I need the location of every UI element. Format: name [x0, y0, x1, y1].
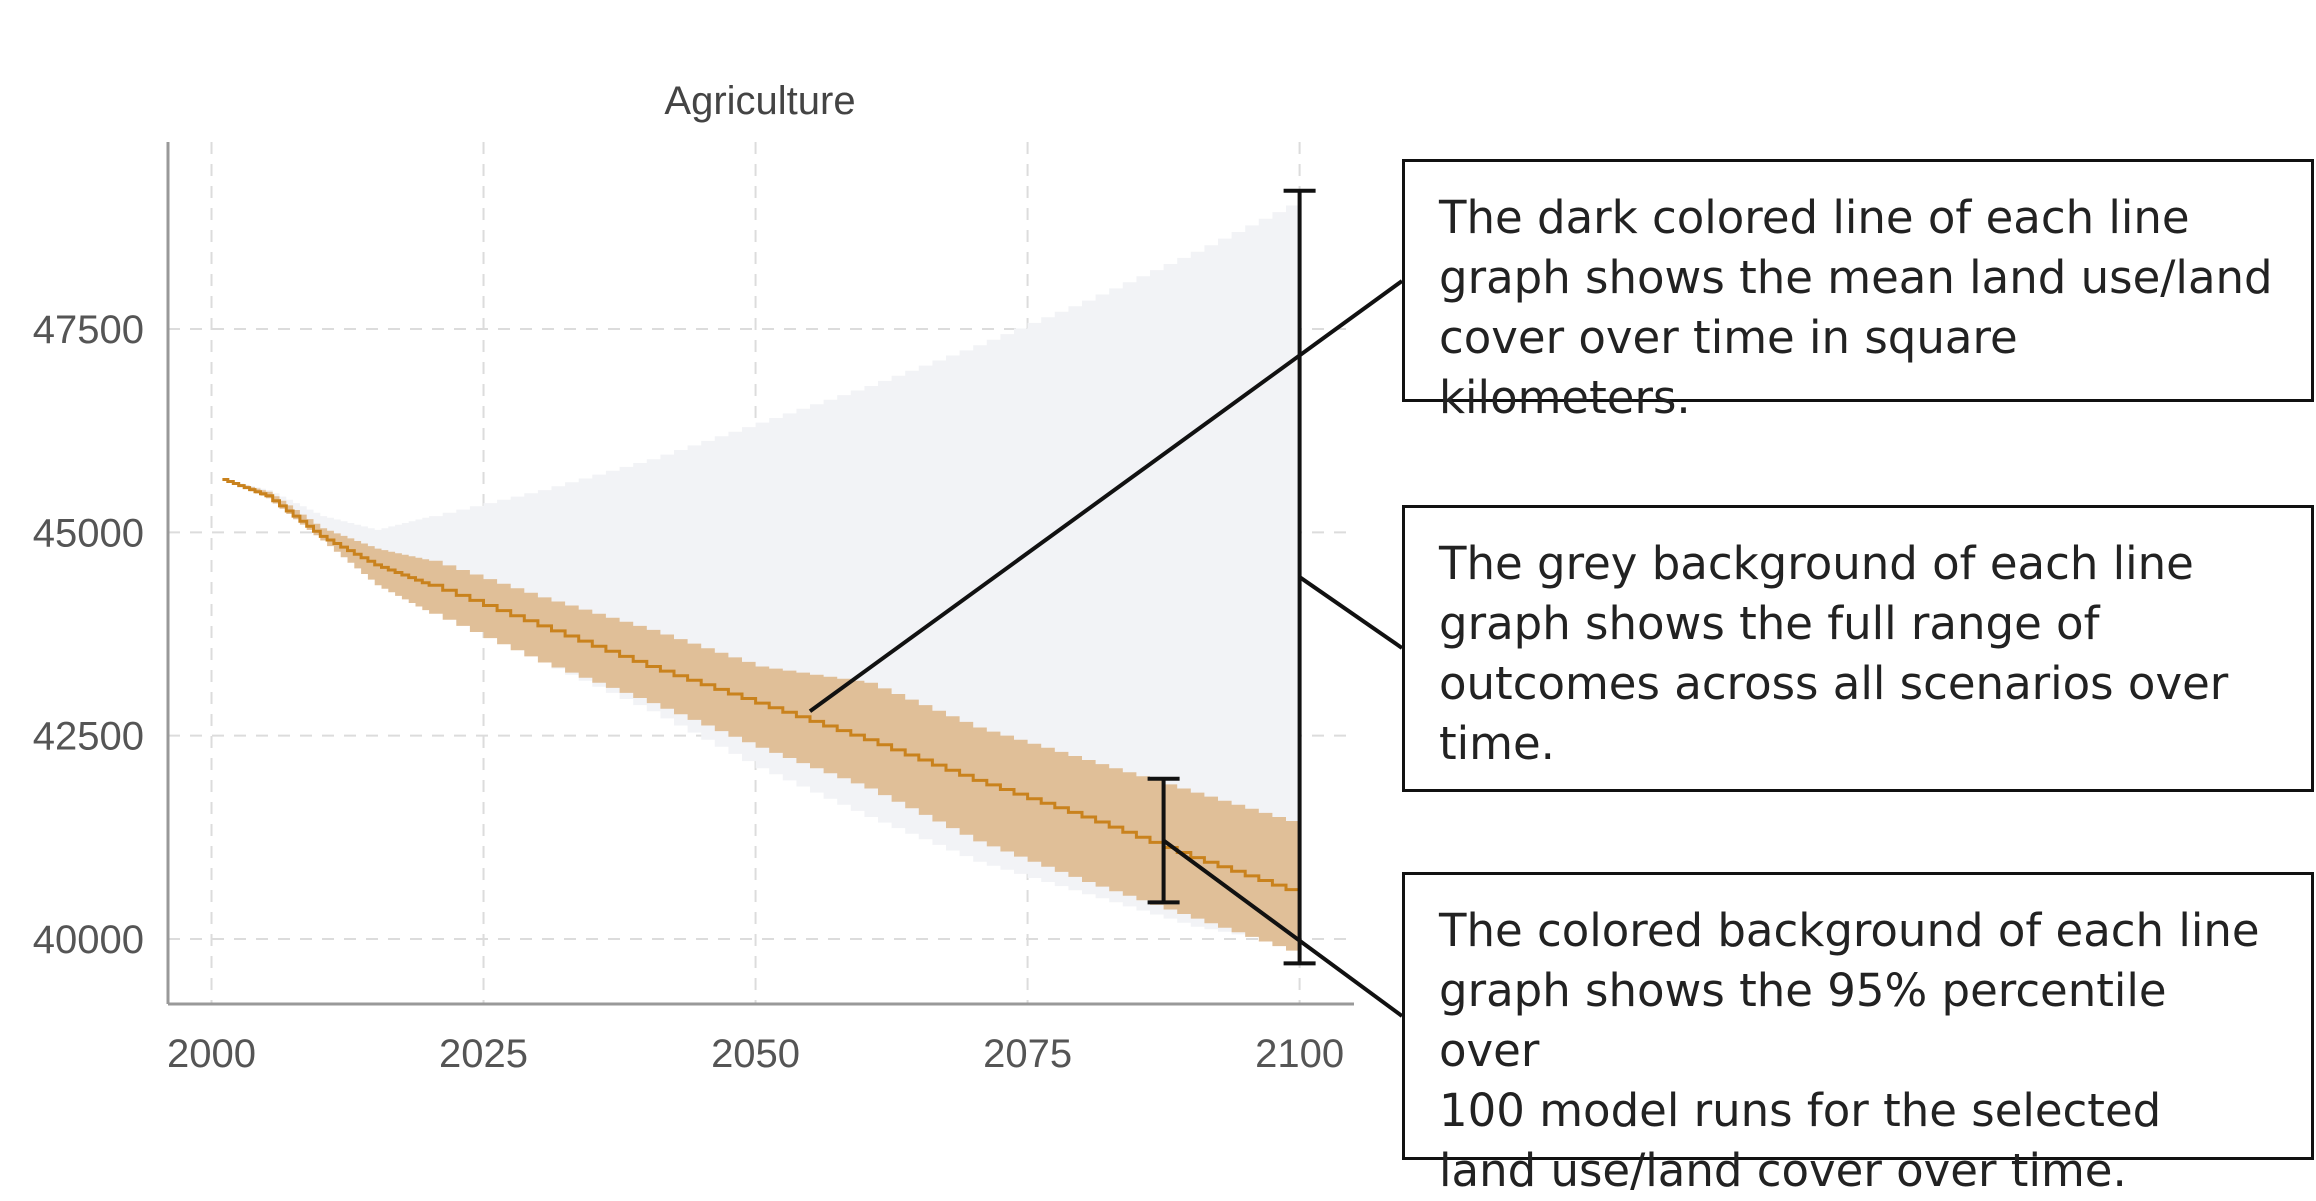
x-tick-label: 2050	[711, 1032, 800, 1076]
annotation-line: land use/land cover over time.	[1439, 1144, 2127, 1197]
y-tick-label: 45000	[33, 511, 144, 555]
y-tick-label: 40000	[33, 918, 144, 962]
annotation-line: The colored background of each line	[1439, 904, 2260, 957]
tick-labels: 2000 2025 2050 2075 2100 40000 42500 45000 47500	[33, 308, 1344, 1076]
percentile-leader	[1162, 838, 1404, 1018]
annotation-line: graph shows the full range of	[1439, 597, 2100, 650]
axes	[166, 142, 1354, 1006]
x-tick-label: 2025	[439, 1032, 528, 1076]
full-range-leader	[1298, 575, 1404, 650]
mean-line-leader	[808, 279, 1404, 713]
annotation-line: graph shows the mean land use/land	[1439, 251, 2273, 304]
mean-line-layer	[222, 478, 1302, 895]
annotation-line: time.	[1439, 717, 1555, 770]
x-tick-label: 2100	[1255, 1032, 1344, 1076]
y-tick-label: 47500	[33, 308, 144, 352]
x-tick-label: 2000	[167, 1032, 256, 1076]
annotation-line: The dark colored line of each line	[1439, 191, 2190, 244]
annotation-line: cover over time in square kilometers.	[1439, 311, 2018, 424]
annotation-line: graph shows the 95% percentile over	[1439, 964, 2167, 1077]
annotation-colored-background: The colored background of each line grap…	[1402, 872, 2314, 1197]
annotation-line: The grey background of each line	[1439, 537, 2194, 590]
x-tick-label: 2075	[983, 1032, 1072, 1076]
annotation-line: 100 model runs for the selected	[1439, 1084, 2162, 1137]
annotation-line: outcomes across all scenarios over	[1439, 657, 2229, 710]
annotation-mean-line: The dark colored line of each line graph…	[1402, 159, 2314, 424]
bands	[222, 198, 1300, 956]
y-tick-label: 42500	[33, 715, 144, 759]
chart-title: Agriculture	[664, 79, 855, 123]
agriculture-chart: Agriculture 2000 2025 2050 2075 2100 40000 425…	[33, 79, 1404, 1076]
percentile-band	[222, 479, 1300, 956]
mean-line	[222, 478, 1302, 895]
annotation-grey-background: The grey background of each line graph s…	[1402, 505, 2314, 792]
callouts	[808, 188, 1404, 1018]
